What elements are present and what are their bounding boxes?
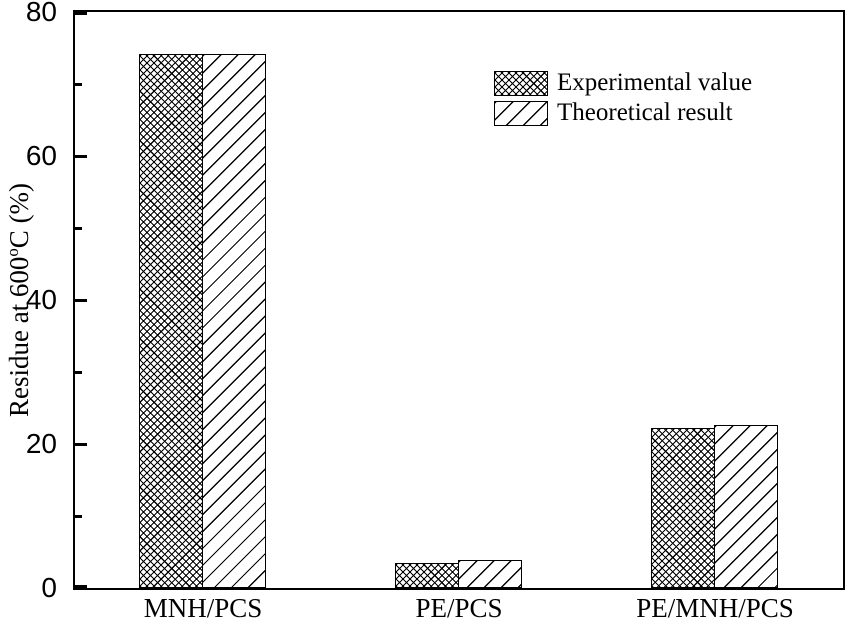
y-major-tick-0 (75, 585, 87, 588)
y-tick-label-0: 0 (41, 572, 57, 603)
bar-experimental-value-pe-mnh-pcs (651, 428, 715, 588)
y-minor-tick-10 (75, 514, 82, 518)
legend-entry-experimental: Experimental value (494, 68, 752, 98)
y-tick-label-80: 80 (25, 0, 57, 27)
category-label-pe-pcs: PE/PCS (415, 593, 503, 623)
bar-theoretical-result-mnh-pcs (201, 53, 266, 588)
y-major-tick-80 (75, 12, 87, 15)
y-tick-label-40: 40 (25, 284, 57, 315)
y-minor-tick-30 (75, 370, 82, 374)
legend-swatch-experimental (494, 70, 548, 96)
y-major-tick-20 (75, 442, 87, 446)
y-major-tick-60 (75, 154, 87, 158)
bar-experimental-value-pe-pcs (395, 562, 459, 588)
legend-label-theoretical: Theoretical result (557, 99, 733, 126)
y-tick-label-20: 20 (25, 428, 57, 459)
legend-entry-theoretical: Theoretical result (494, 98, 752, 128)
legend-label-experimental: Experimental value (557, 69, 753, 96)
bar-experimental-value-mnh-pcs (139, 53, 203, 588)
y-tick-label-60: 60 (25, 140, 57, 171)
y-minor-tick-70 (75, 82, 82, 86)
bar-theoretical-result-pe-mnh-pcs (713, 424, 778, 588)
category-label-pe-mnh-pcs: PE/MNH/PCS (636, 593, 794, 623)
y-major-tick-40 (75, 298, 87, 302)
y-axis-title-unit: C (%) (4, 182, 34, 249)
bar-theoretical-result-pe-pcs (457, 559, 522, 588)
y-axis-title-text: Residue at 600 (4, 256, 34, 418)
y-minor-tick-50 (75, 226, 82, 230)
y-axis-title-superscript: o (3, 248, 22, 257)
plot-area (73, 10, 845, 590)
legend-swatch-theoretical (494, 100, 548, 126)
legend: Experimental value Theoretical result (494, 68, 752, 128)
category-label-mnh-pcs: MNH/PCS (143, 593, 263, 623)
